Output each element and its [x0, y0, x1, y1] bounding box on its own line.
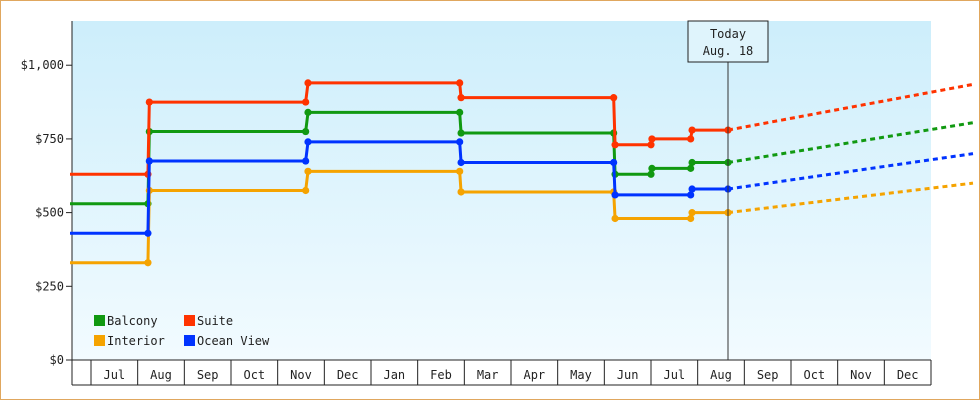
month-label: Mar	[477, 368, 499, 382]
month-label: Apr	[523, 368, 545, 382]
month-label: Jul	[663, 368, 685, 382]
data-point[interactable]	[302, 98, 310, 106]
series-suite	[70, 79, 974, 178]
data-point[interactable]	[302, 186, 310, 195]
y-tick-label: $1,000	[21, 58, 64, 72]
data-point[interactable]	[687, 214, 695, 223]
data-point[interactable]	[456, 167, 464, 175]
y-tick-label: $500	[35, 206, 64, 220]
legend-swatch	[94, 335, 105, 346]
data-point[interactable]	[611, 141, 619, 149]
data-point[interactable]	[688, 126, 696, 134]
data-point[interactable]	[611, 214, 619, 223]
data-point[interactable]	[688, 185, 696, 193]
data-point[interactable]	[304, 79, 312, 87]
y-tick-label: $750	[35, 132, 64, 146]
series-line	[70, 81, 728, 176]
legend-swatch	[94, 315, 105, 326]
month-label: Jul	[103, 368, 125, 382]
legend-label: Balcony	[107, 314, 158, 328]
legend-item[interactable]: Ocean View	[184, 334, 270, 348]
data-point[interactable]	[457, 158, 465, 167]
projection-line	[727, 82, 974, 132]
data-point[interactable]	[456, 108, 464, 116]
month-label: Oct	[243, 368, 265, 382]
data-point[interactable]	[687, 135, 695, 143]
data-point[interactable]	[145, 98, 153, 106]
legend-swatch	[184, 315, 195, 326]
y-tick-label: $0	[50, 353, 64, 367]
data-point[interactable]	[611, 191, 619, 199]
today-date: Aug. 18	[703, 44, 754, 58]
data-point[interactable]	[457, 188, 465, 196]
legend-item[interactable]: Suite	[184, 314, 233, 328]
month-label: Dec	[337, 368, 359, 382]
data-point[interactable]	[648, 135, 656, 143]
legend-label: Ocean View	[197, 334, 270, 348]
month-label: Nov	[290, 368, 312, 382]
data-point[interactable]	[302, 127, 310, 136]
data-point[interactable]	[688, 209, 696, 217]
month-label: Aug	[150, 368, 172, 382]
data-point[interactable]	[610, 94, 618, 102]
legend-swatch	[184, 335, 195, 346]
month-label: Oct	[803, 368, 825, 382]
data-point[interactable]	[648, 164, 656, 172]
data-point[interactable]	[457, 129, 465, 137]
data-point[interactable]	[687, 164, 695, 172]
month-label: Sep	[197, 368, 219, 382]
month-label: Jan	[383, 368, 405, 382]
data-point[interactable]	[647, 141, 655, 149]
data-point[interactable]	[456, 79, 464, 87]
data-point[interactable]	[688, 158, 696, 167]
data-point[interactable]	[687, 191, 695, 199]
data-point[interactable]	[304, 138, 312, 146]
data-point[interactable]	[302, 157, 310, 165]
legend-label: Suite	[197, 314, 233, 328]
data-point[interactable]	[456, 138, 464, 146]
data-point[interactable]	[304, 108, 312, 116]
legend-label: Interior	[107, 334, 165, 348]
data-point[interactable]	[145, 157, 153, 165]
month-label: Feb	[430, 368, 452, 382]
month-label: Nov	[850, 368, 872, 382]
data-point[interactable]	[610, 158, 618, 167]
legend: Balcony Suite Interior Ocean View	[94, 314, 270, 348]
month-label: Dec	[897, 368, 919, 382]
series-line	[70, 110, 728, 206]
data-point[interactable]	[304, 167, 312, 175]
month-label: Sep	[757, 368, 779, 382]
data-point[interactable]	[144, 229, 152, 237]
legend-item[interactable]: Balcony	[94, 314, 158, 328]
today-label: Today	[710, 27, 746, 41]
today-box	[687, 20, 769, 63]
data-point[interactable]	[144, 259, 152, 267]
month-label: Aug	[710, 368, 732, 382]
series-ocean-view	[70, 138, 974, 237]
month-label: May	[570, 368, 592, 382]
data-point[interactable]	[647, 170, 655, 178]
month-label: Jun	[617, 368, 639, 382]
y-tick-label: $250	[35, 279, 64, 293]
legend-item[interactable]: Interior	[94, 334, 165, 348]
data-point[interactable]	[457, 94, 465, 102]
